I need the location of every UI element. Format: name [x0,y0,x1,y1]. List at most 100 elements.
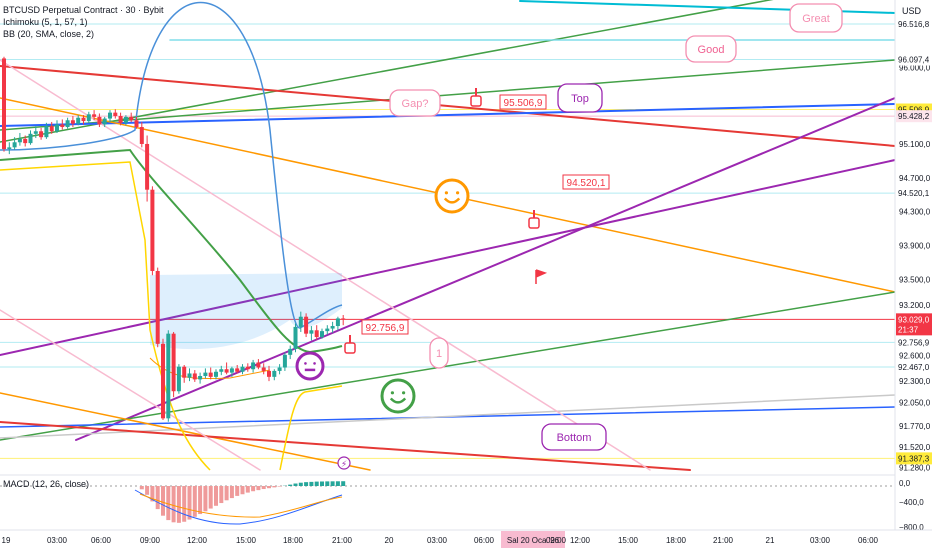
price-label-94520: 94.520,1 [567,178,606,189]
smiley-orange-icon-eye-right [456,191,459,194]
macd-histogram-bar [315,482,319,486]
candle-body [66,120,70,127]
candle-body [13,142,17,147]
macd-histogram-bar [336,481,340,486]
time-tick-label: 12:00 [570,536,591,545]
macd-histogram-bar [203,486,207,511]
time-tick-label: 06:00 [858,536,879,545]
candle-body [294,327,298,349]
macd-histogram-bar [299,483,303,486]
callout-one-text: 1 [436,348,442,360]
macd-histogram-bar [193,486,197,517]
macd-histogram-bar [294,484,298,486]
smiley-purple-icon [297,353,323,379]
candle-body [2,58,6,149]
price-badge-label: 96.097,4 [898,55,930,64]
macd-histogram-bar [267,486,271,488]
macd-histogram-bar [288,485,292,486]
candle-body [113,113,117,116]
time-tick-label: 18:00 [666,536,687,545]
price-badge-label: 94.520,1 [898,189,930,198]
macd-histogram-bar [256,486,260,490]
indicator-ichimoku[interactable]: Ichimoku (5, 1, 57, 1) [3,16,164,28]
time-tick-label: 06:00 [474,536,495,545]
time-tick-label: 15:00 [236,536,257,545]
candle-body [145,144,149,190]
candle-body [150,190,154,271]
candle-body [188,373,192,377]
candle-body [29,134,33,143]
smiley-orange-icon-eye-left [445,191,448,194]
candle-body [241,367,245,372]
candle-body [7,147,11,149]
time-tick-label: 03:00 [47,536,68,545]
candle-body [135,120,139,127]
macd-histogram-bar [235,486,239,496]
candle-body [55,124,59,131]
candle-body [299,317,303,327]
candle-body [246,367,250,370]
candle-body [209,373,213,377]
time-tick-label: 19 [2,536,11,545]
candle-body [166,334,170,419]
time-tick-label: 18:00 [283,536,304,545]
candle-body [44,126,48,137]
smiley-green-icon [382,380,414,412]
candle-body [251,362,255,369]
macd-histogram-bar [241,486,245,494]
candle-body [256,362,260,367]
candle-body [92,114,96,117]
price-tick-label: 95.100,0 [899,140,931,149]
price-tick-label: 91.520,0 [899,443,931,452]
candle-body [320,331,324,337]
candle-body [193,373,197,379]
macd-histogram-bar [272,486,276,487]
time-tick-label: 09:00 [546,536,567,545]
macd-histogram-bar [198,486,202,514]
price-tick-label: 92.050,0 [899,398,931,407]
candle-body [71,120,75,123]
symbol-title[interactable]: BTCUSD Perpetual Contract · 30 · Bybit [3,4,164,16]
smiley-orange-icon [436,180,468,212]
macd-histogram-bar [320,481,324,486]
time-tick-label: 06:00 [91,536,112,545]
candle-body [272,371,276,377]
candle-body [108,113,112,119]
candle-body [119,116,123,123]
macd-legend[interactable]: MACD (12, 26, close) [3,479,89,489]
candle-body [97,117,101,125]
callout-gap: Gap? [390,90,440,116]
candle-body [177,367,181,392]
candle-body [331,326,335,329]
smiley-purple-icon-eye-right [313,362,316,365]
callout-gap-text: Gap? [402,98,429,110]
candle-body [129,117,133,120]
callout-top-text: Top [571,93,589,105]
indicator-bollinger[interactable]: BB (20, SMA, close, 2) [3,28,164,40]
price-badge-label: 95.428,2 [898,112,930,121]
candle-body [82,118,86,121]
callout-bottom: Bottom [542,424,606,450]
candle-body [50,126,54,131]
price-badge-label: 96.516,8 [898,20,930,29]
candle-body [103,119,107,125]
macd-histogram-bar [251,486,255,491]
candle-body [225,369,229,372]
macd-histogram-bar [278,486,282,487]
candle-body [87,114,91,121]
candle-body [124,117,128,123]
smiley-green-icon-eye-right [402,391,405,394]
currency-label: USD [902,6,922,16]
price-axis: USD96.000,095.100,094.700,094.300,093.90… [895,0,932,532]
price-badge-label: 91.387,3 [898,454,930,463]
time-tick-label: 12:00 [187,536,208,545]
time-tick-label: 20 [385,536,394,545]
callout-top: Top [558,84,602,112]
candle-body [341,318,345,319]
macd-histogram-bar [161,486,165,516]
candle-body [60,124,64,127]
macd-histogram-bar [246,486,250,493]
